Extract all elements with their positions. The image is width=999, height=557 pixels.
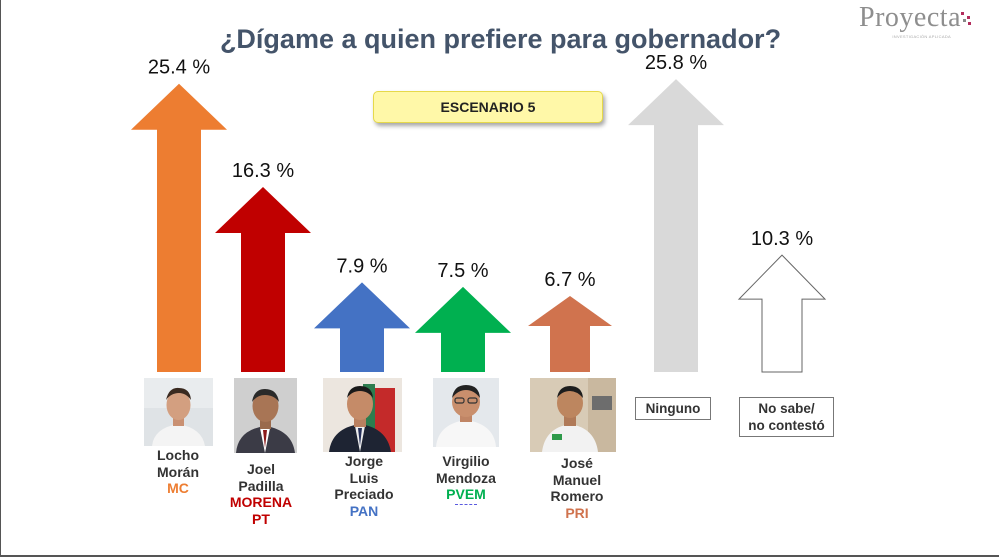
candidate-name-line: Preciado: [334, 486, 394, 502]
party-label-mc: MC: [167, 480, 189, 496]
arrow-bar-1: [215, 186, 311, 372]
candidate-photo-locho-moran: [144, 378, 213, 446]
candidate-photo-jose-manuel-romero: [530, 378, 616, 452]
value-label-5: 25.8 %: [645, 52, 707, 74]
arrow-bar-6: [737, 254, 827, 373]
party-label-pri: PRI: [565, 504, 589, 521]
value-label-0: 25.4 %: [148, 57, 210, 79]
candidate-name-line: Manuel: [552, 471, 602, 488]
candidate-label-jorge-luis-preciado: Jorge Luis Preciado PAN: [318, 453, 410, 519]
arrow-bar-0: [131, 83, 227, 373]
scenario-label: ESCENARIO 5: [373, 91, 603, 123]
value-label-3: 7.5 %: [437, 260, 488, 282]
option-label-line: No sabe/: [758, 401, 815, 416]
logo-tagline: INVESTIGACIÓN APLICADA: [892, 34, 951, 39]
party-label-pvem: PVEM: [446, 486, 486, 502]
candidate-name-line: Jorge: [344, 453, 384, 469]
party-label-pt: PT: [252, 510, 270, 527]
value-label-4: 6.7 %: [544, 269, 595, 291]
candidate-name-line: José: [561, 455, 593, 471]
candidate-label-joel-padilla: Joel Padilla MORENA PT: [215, 461, 307, 527]
candidate-label-virgilio-mendoza: Virgilio Mendoza PVEM: [420, 453, 512, 508]
candidate-name-line: Morán: [157, 463, 199, 480]
candidate-name-line: Romero: [550, 488, 604, 504]
party-label-morena: MORENA: [229, 494, 293, 510]
chart-title: ¿Dígame a quien prefiere para gobernador…: [219, 24, 782, 54]
candidate-label-jose-manuel-romero: José Manuel Romero PRI: [531, 455, 623, 521]
logo-dots-icon: [961, 12, 971, 25]
arrow-bar-5: [628, 79, 724, 373]
candidate-name-line: Luis: [349, 469, 379, 486]
proyecta-logo: Proyecta INVESTIGACIÓN APLICADA: [829, 2, 979, 42]
candidate-name-line: Joel: [246, 461, 275, 477]
candidate-photo-joel-padilla: [234, 378, 297, 453]
option-label-line: Ninguno: [645, 401, 701, 416]
arrow-bar-3: [415, 286, 511, 372]
option-label-line: no contestó: [748, 418, 825, 433]
candidate-photo-jorge-luis-preciado: [323, 378, 402, 452]
party-label-pan: PAN: [349, 502, 379, 519]
value-label-6: 10.3 %: [751, 228, 813, 250]
logo-text: Proyecta: [859, 2, 961, 33]
option-box-ninguno: Ninguno: [635, 397, 711, 420]
candidate-name-line: Locho: [157, 447, 199, 463]
candidate-photo-virgilio-mendoza: [433, 378, 499, 447]
option-box-no-sabe: No sabe/ no contestó: [739, 397, 834, 437]
arrow-bar-2: [314, 282, 410, 372]
party-underline-mark: [455, 503, 477, 508]
candidate-name-line: Mendoza: [436, 469, 496, 486]
candidate-name-line: Virgilio: [442, 453, 490, 469]
candidate-name-line: Padilla: [238, 477, 284, 494]
arrow-bar-4: [528, 295, 612, 372]
value-label-2: 7.9 %: [336, 255, 387, 277]
candidate-label-locho-moran: Locho Morán MC: [132, 447, 224, 497]
value-label-1: 16.3 %: [232, 160, 294, 182]
